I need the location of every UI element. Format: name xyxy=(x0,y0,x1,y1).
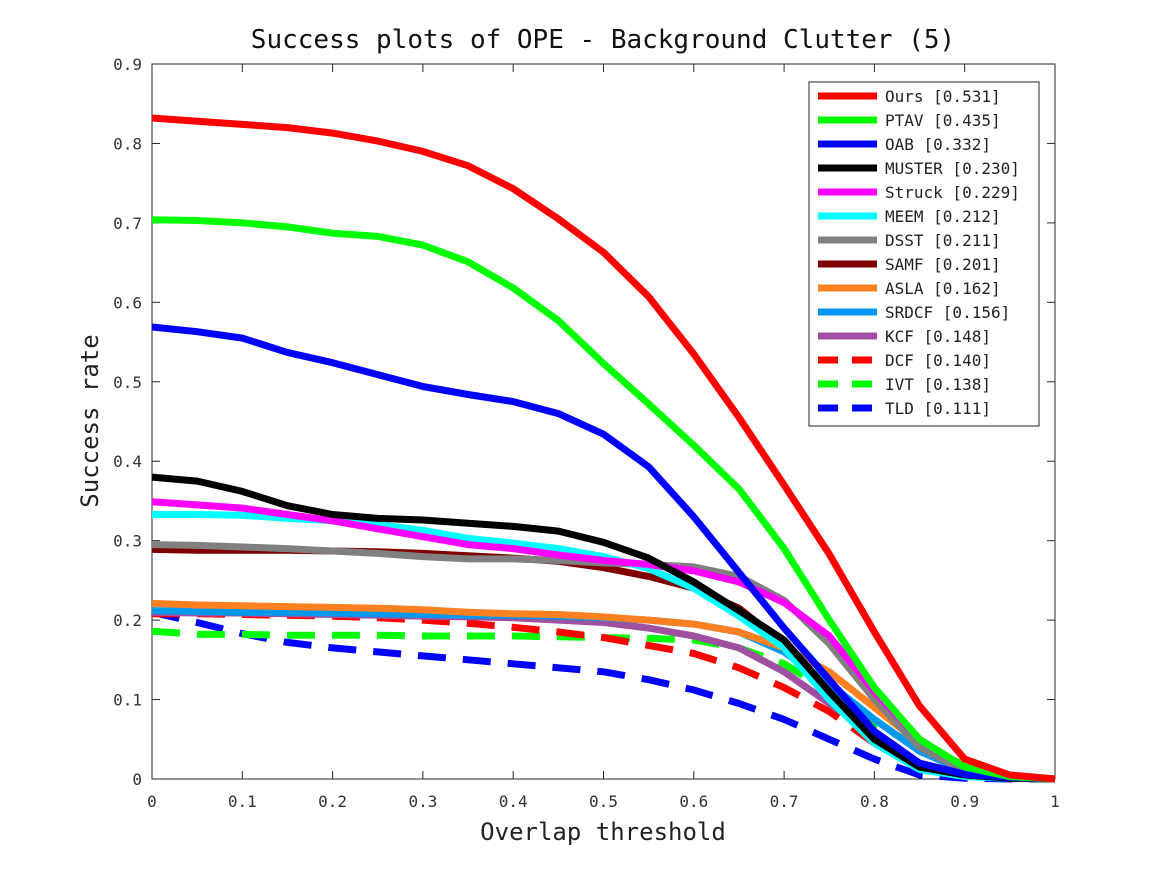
y-tick-label: 0.7 xyxy=(113,214,142,233)
legend-label-ivt: IVT [0.138] xyxy=(885,375,991,394)
x-tick-label: 0.8 xyxy=(860,792,889,811)
legend-label-tld: TLD [0.111] xyxy=(885,399,991,418)
x-tick-label: 0.6 xyxy=(679,792,708,811)
y-tick-label: 0.9 xyxy=(113,55,142,74)
legend-label-muster: MUSTER [0.230] xyxy=(885,159,1020,178)
y-tick-label: 0.6 xyxy=(113,293,142,312)
legend-label-meem: MEEM [0.212] xyxy=(885,207,1001,226)
legend-label-samf: SAMF [0.201] xyxy=(885,255,1001,274)
legend-label-asla: ASLA [0.162] xyxy=(885,279,1001,298)
series-layer xyxy=(151,114,1056,783)
x-tick-label: 0 xyxy=(147,792,157,811)
series-line-ptav xyxy=(151,216,1056,783)
series-line-tld xyxy=(151,608,1055,783)
y-tick-label: 0 xyxy=(132,770,142,789)
legend-label-dcf: DCF [0.140] xyxy=(885,351,991,370)
y-tick-label: 0.8 xyxy=(113,134,142,153)
y-tick-label: 0.2 xyxy=(113,611,142,630)
x-tick-label: 1 xyxy=(1050,792,1060,811)
legend-label-dsst: DSST [0.211] xyxy=(885,231,1001,250)
legend-label-ptav: PTAV [0.435] xyxy=(885,111,1001,130)
x-axis: 0 0.1 0.2 0.3 0.4 0.5 0.6 0.7 0.8 0.9 1 xyxy=(147,64,1060,811)
series-line-oab xyxy=(151,323,1056,783)
x-tick-label: 0.5 xyxy=(589,792,618,811)
x-tick-label: 0.9 xyxy=(950,792,979,811)
legend-label-kcf: KCF [0.148] xyxy=(885,327,991,346)
chart-title: Success plots of OPE - Background Clutte… xyxy=(251,25,955,55)
x-axis-title: Overlap threshold xyxy=(480,818,726,846)
legend: Ours [0.531] PTAV [0.435] OAB [0.332] MUSTE… xyxy=(808,81,1040,427)
legend-label-struck: Struck [0.229] xyxy=(885,183,1020,202)
y-axis: 0 0.1 0.2 0.3 0.4 0.5 0.6 0.7 0.8 0.9 xyxy=(113,55,1055,789)
series-line-ours xyxy=(151,114,1056,783)
y-tick-label: 0.4 xyxy=(113,452,142,471)
legend-label-ours: Ours [0.531] xyxy=(885,87,1001,106)
y-axis-title: Success rate xyxy=(76,334,104,507)
x-tick-label: 0.1 xyxy=(228,792,257,811)
y-tick-label: 0.1 xyxy=(113,691,142,710)
x-tick-label: 0.2 xyxy=(318,792,347,811)
y-tick-label: 0.3 xyxy=(113,532,142,551)
x-tick-label: 0.3 xyxy=(408,792,437,811)
series-line-muster xyxy=(151,473,1056,783)
y-tick-label: 0.5 xyxy=(113,373,142,392)
legend-box xyxy=(808,81,1040,427)
x-tick-label: 0.4 xyxy=(499,792,528,811)
x-tick-label: 0.7 xyxy=(770,792,799,811)
legend-label-oab: OAB [0.332] xyxy=(885,135,991,154)
legend-label-srdcf: SRDCF [0.156] xyxy=(885,303,1010,322)
